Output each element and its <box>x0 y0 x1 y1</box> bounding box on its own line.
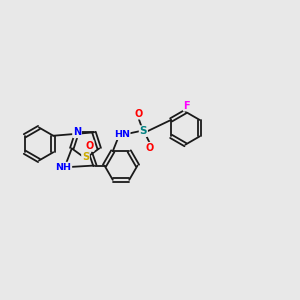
Text: O: O <box>85 141 94 151</box>
Text: HN: HN <box>114 130 130 139</box>
Text: O: O <box>145 143 154 153</box>
Text: S: S <box>82 152 89 162</box>
Text: F: F <box>184 101 190 111</box>
Text: NH: NH <box>56 163 71 172</box>
Text: S: S <box>140 126 147 136</box>
Text: O: O <box>135 109 143 119</box>
Text: N: N <box>73 128 81 137</box>
